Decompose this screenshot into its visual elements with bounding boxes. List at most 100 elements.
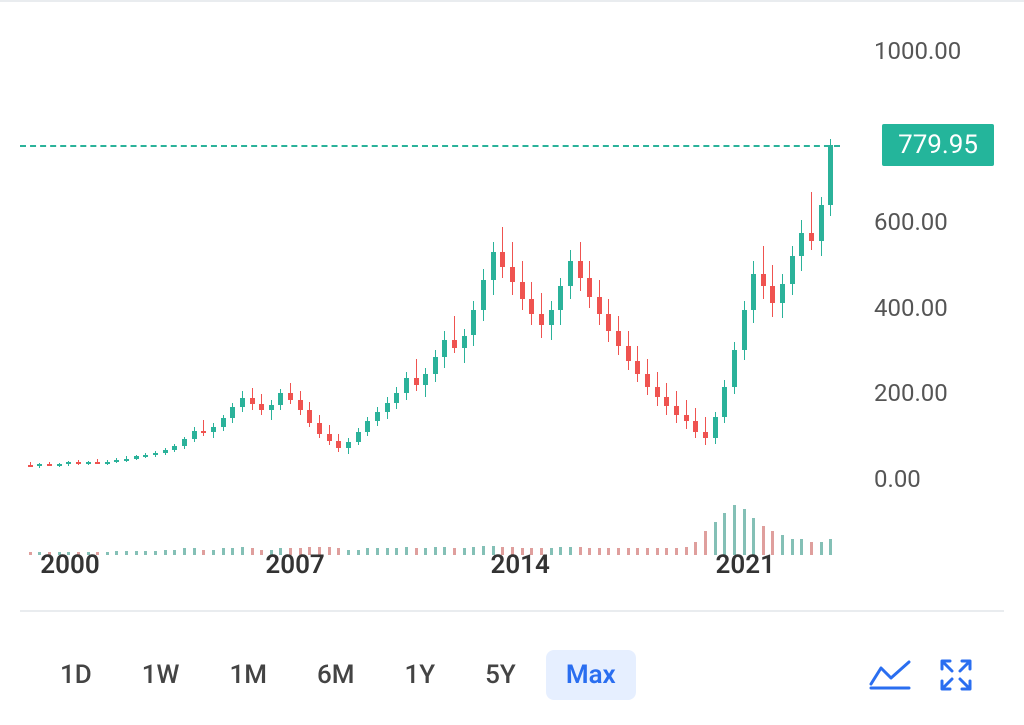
candle-body (37, 464, 42, 466)
candle-body (385, 403, 390, 413)
candle-body (365, 421, 370, 432)
candle-body (423, 374, 428, 385)
candlestick-plot[interactable] (20, 30, 840, 500)
candle-body (462, 336, 467, 349)
candle-body (520, 282, 525, 299)
fullscreen-icon (938, 657, 974, 693)
candle-body (86, 462, 91, 464)
candle-body (693, 421, 698, 432)
candle-body (539, 314, 544, 325)
candle-body (317, 423, 322, 434)
candle-body (211, 427, 216, 433)
fullscreen-button[interactable] (928, 647, 984, 703)
x-axis-label: 2000 (40, 550, 99, 580)
range-button-1w[interactable]: 1W (122, 650, 200, 700)
x-axis-label: 2007 (265, 550, 324, 580)
candle-body (143, 455, 148, 457)
candle-body (664, 397, 669, 406)
candle-body (278, 393, 283, 405)
candle-body (124, 459, 129, 461)
candle-body (356, 432, 361, 443)
candle-body (240, 398, 245, 407)
candle-body (452, 340, 457, 349)
candle-body (172, 446, 177, 449)
candle-body (375, 412, 380, 421)
candle-body (713, 417, 718, 438)
y-axis-labels: 0.00200.00400.00600.001000.00 (854, 30, 1004, 500)
x-axis-label: 2021 (716, 550, 775, 580)
candle-body (616, 331, 621, 346)
candle-body (230, 407, 235, 418)
candle-body (57, 464, 62, 466)
candle-body (346, 442, 351, 448)
candle-body (703, 432, 708, 438)
volume-bar (733, 505, 736, 555)
candle-body (626, 346, 631, 361)
candle-body (761, 274, 766, 287)
candle-body (471, 310, 476, 336)
candle-body (597, 297, 602, 314)
candle-body (327, 434, 332, 441)
candle-wick (763, 246, 764, 299)
range-selector: 1D1W1M6M1Y5YMax (0, 625, 1024, 725)
candle-wick (203, 420, 204, 436)
candle-body (95, 462, 100, 464)
candle-body (655, 387, 660, 398)
range-button-5y[interactable]: 5Y (465, 650, 536, 700)
candle-body (250, 398, 255, 404)
line-chart-icon (869, 660, 911, 690)
candle-body (114, 460, 119, 462)
candle-body (105, 462, 110, 464)
candle-body (491, 252, 496, 280)
chart-type-button[interactable] (862, 647, 918, 703)
volume-plot (20, 505, 840, 555)
candle-body (578, 261, 583, 278)
candle-body (76, 462, 81, 464)
candle-body (500, 252, 505, 267)
candle-body (259, 404, 264, 410)
candle-body (587, 278, 592, 297)
candle-body (558, 286, 563, 310)
candle-body (298, 400, 303, 411)
y-axis-label: 200.00 (874, 379, 948, 407)
candle-body (47, 464, 52, 466)
candle-body (645, 374, 650, 387)
candle-body (780, 284, 785, 303)
candle-body (510, 267, 515, 282)
candle-body (307, 410, 312, 423)
candle-body (674, 406, 679, 415)
range-button-max[interactable]: Max (546, 650, 636, 700)
candle-body (568, 261, 573, 287)
candle-body (790, 256, 795, 284)
range-button-1m[interactable]: 1M (209, 650, 287, 700)
candle-body (606, 314, 611, 331)
candle-body (732, 350, 737, 386)
candle-body (819, 205, 824, 241)
current-price-line (20, 145, 840, 147)
candle-body (799, 233, 804, 257)
candle-body (635, 361, 640, 374)
current-price-badge: 779.95 (882, 124, 994, 166)
candle-body (28, 465, 33, 467)
y-axis-label: 400.00 (874, 294, 948, 322)
chart-area[interactable]: 0.00200.00400.00600.001000.00 779.95 200… (20, 30, 1004, 590)
range-button-6m[interactable]: 6M (297, 650, 375, 700)
candle-body (288, 393, 293, 399)
candle-body (809, 233, 814, 242)
current-price-value: 779.95 (898, 130, 978, 160)
candle-body (269, 405, 274, 410)
y-axis-label: 600.00 (874, 208, 948, 236)
candle-body (770, 286, 775, 303)
candle-body (549, 310, 554, 325)
candle-wick (416, 359, 417, 391)
candle-body (433, 357, 438, 374)
range-button-1y[interactable]: 1Y (384, 650, 455, 700)
y-axis-label: 1000.00 (874, 37, 961, 65)
candle-body (394, 393, 399, 402)
candle-body (134, 456, 139, 458)
mid-divider (20, 610, 1004, 612)
candle-body (828, 145, 833, 205)
candle-body (201, 431, 206, 433)
range-button-1d[interactable]: 1D (40, 650, 112, 700)
candle-body (751, 274, 756, 310)
